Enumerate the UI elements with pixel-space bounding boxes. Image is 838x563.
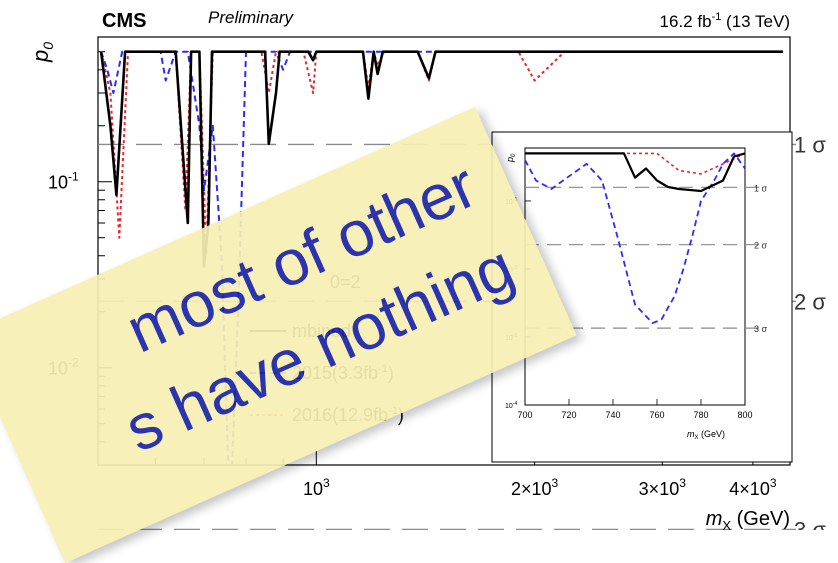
cms-label: CMS (102, 10, 146, 32)
x-tick-label-4: 4×103 (729, 476, 777, 499)
y-axis-title: p0 (28, 42, 56, 63)
y-axis-title-sub: 0 (40, 42, 56, 50)
luminosity-exp: -1 (712, 11, 722, 23)
x-axis-title-sub: X (722, 518, 731, 530)
luminosity-label: 16.2 fb-1 (13 TeV) (660, 11, 790, 31)
x-tick-label-1: 103 (303, 476, 330, 499)
y-tick-label-1: 10-1 (48, 170, 79, 193)
x-tick-base: 10 (303, 479, 323, 499)
sigma-label-2: 2 σ (794, 289, 826, 314)
y-tick-base: 10 (48, 173, 68, 193)
inset-y-axis-title-sub: 0 (511, 153, 517, 157)
inset-x-axis-title-unit: (GeV) (698, 429, 725, 439)
inset-y-tick-label-4: 10-4 (505, 401, 517, 410)
x-tick-base: 2×10 (511, 479, 552, 499)
inset-x-tick-label-3: 740 (605, 410, 620, 420)
y-tick-exp: -1 (68, 170, 79, 184)
inset-x-axis-title: mX (GeV) (687, 429, 725, 441)
inset-x-tick-label-4: 760 (649, 410, 664, 420)
inset-x-tick-label-2: 720 (561, 410, 576, 420)
inset-y-axis-title-main: p (505, 157, 515, 163)
inset-x-tick-label-6: 800 (737, 410, 752, 420)
inset-x-tick-label-1: 700 (517, 410, 532, 420)
inset-sigma-label-3: 3 σ (754, 324, 768, 334)
inset-y-axis-title: p0 (505, 153, 517, 163)
x-tick-label-3: 3×103 (639, 476, 687, 499)
inset-y-tick-exp: -4 (513, 401, 518, 407)
x-tick-base: 4×10 (729, 479, 770, 499)
sigma-label-3: 3 σ (794, 518, 826, 530)
preliminary-label: Preliminary (208, 8, 295, 27)
inset-x-axis-title-main: m (687, 429, 695, 439)
inset-y-tick-base: 10 (505, 403, 513, 410)
inset-x-axis-title-sub: X (694, 435, 698, 441)
inset-series-line-2015 (525, 152, 745, 325)
luminosity-value: 16.2 fb (660, 12, 712, 31)
sigma-label-1: 1 σ (794, 132, 826, 157)
luminosity-energy: (13 TeV) (721, 12, 790, 31)
x-tick-base: 3×10 (639, 479, 680, 499)
x-tick-exp: 3 (770, 476, 777, 490)
x-tick-exp: 3 (552, 476, 559, 490)
x-tick-exp: 3 (323, 476, 330, 490)
x-tick-exp: 3 (679, 476, 686, 490)
inset-sigma-label-1: 1 σ (754, 183, 768, 193)
x-tick-label-2: 2×103 (511, 476, 559, 499)
x-axis-title-main: m (706, 508, 723, 530)
inset-series-line-2016 (525, 152, 745, 175)
legend-label-tail: ) (398, 405, 404, 425)
x-axis-title-unit: (GeV) (731, 508, 790, 530)
inset-x-tick-label-5: 780 (693, 410, 708, 420)
chart-stage: 1 σ2 σ3 σ10-110-21032×1033×1034×103CMSPr… (0, 8, 826, 563)
inset-sigma-label-2: 2 σ (754, 241, 768, 251)
inset-series-line-combined (525, 152, 745, 193)
inset-frame (524, 147, 746, 406)
y-axis-title-main: p (28, 50, 53, 63)
x-axis-title: mX (GeV) (706, 508, 790, 530)
series-line-combined (99, 50, 783, 268)
